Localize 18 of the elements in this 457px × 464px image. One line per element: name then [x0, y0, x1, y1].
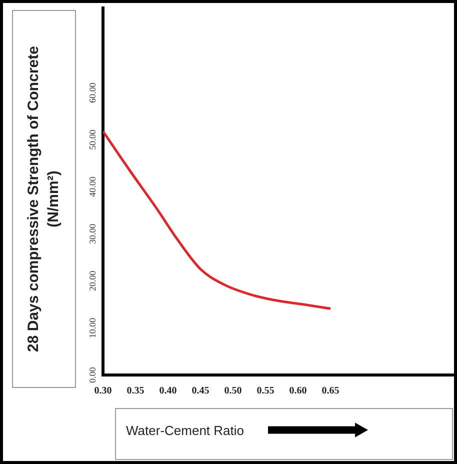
line-series — [103, 130, 332, 310]
y-tick-label: 0.00 — [87, 366, 98, 383]
y-tick-label: 40.00 — [87, 176, 98, 197]
y-tick-label: 50.00 — [87, 129, 98, 150]
x-tick-label: 0.40 — [159, 386, 177, 397]
x-tick-label: 0.30 — [94, 386, 112, 397]
y-tick-label: 10.00 — [87, 317, 98, 338]
x-tick-label: 0.65 — [322, 386, 340, 397]
x-tick-label: 0.50 — [224, 386, 242, 397]
x-tick-label: 0.45 — [192, 386, 210, 397]
x-axis-title: Water-Cement Ratio — [126, 423, 244, 438]
y-tick-label: 20.00 — [87, 270, 98, 292]
x-tick-label: 0.35 — [126, 386, 144, 397]
y-tick-label: 30.00 — [87, 223, 98, 244]
x-tick-label: 0.60 — [289, 386, 307, 397]
y-tick-label: 60.00 — [87, 82, 98, 103]
y-axis-title: 28 Days compressive Strength of Concrete (N/mm²) — [24, 45, 63, 354]
x-tick-label: 0.55 — [256, 386, 274, 397]
